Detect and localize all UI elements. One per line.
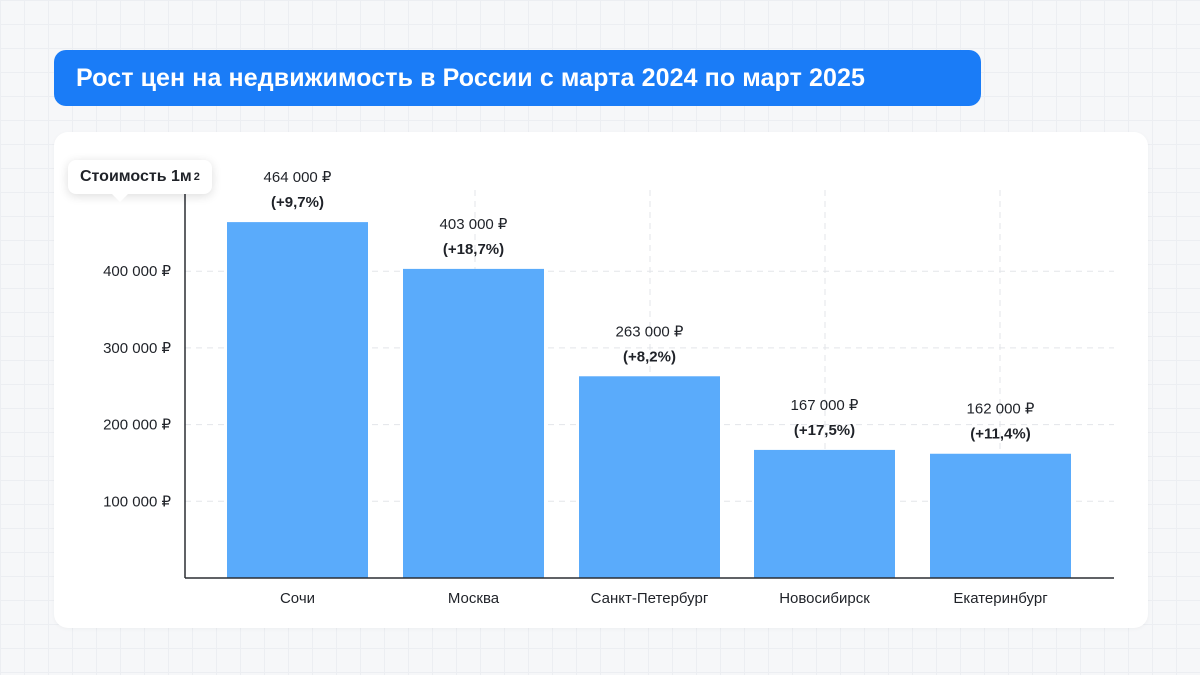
chart-title-banner: Рост цен на недвижимость в России с март… [54,50,981,106]
bar [579,376,720,578]
bar-change-label: (+17,5%) [794,422,855,439]
y-axis-label-superscript: 2 [193,171,200,183]
bar-value-label: 162 000 ₽ [967,401,1035,418]
x-category-label: Екатеринбург [953,590,1048,607]
y-axis-unit-label: Стоимость 1м 2 [68,160,212,202]
x-category-label: Санкт-Петербург [591,590,709,607]
bar [403,268,544,578]
bar-change-label: (+9,7%) [271,194,324,211]
y-tick-label: 300 000 ₽ [103,340,171,357]
bar-change-label: (+11,4%) [970,426,1030,443]
y-axis-label: Стоимость 1м [80,168,192,185]
x-category-label: Новосибирск [779,590,870,607]
bar-value-label: 263 000 ₽ [616,323,684,340]
bar-value-label: 167 000 ₽ [791,397,859,414]
y-tick-label: 100 000 ₽ [103,493,171,510]
y-tick-label: 400 000 ₽ [103,263,171,280]
y-tick-label: 200 000 ₽ [103,417,171,434]
bar-value-label: 464 000 ₽ [264,169,332,186]
bar [930,453,1071,578]
bar-value-label: 403 000 ₽ [440,216,508,233]
bar-change-label: (+18,7%) [443,241,504,258]
x-category-label: Сочи [280,590,315,607]
bar-change-label: (+8,2%) [623,348,676,365]
x-category-label: Москва [448,590,500,607]
bar [227,222,368,578]
bar [754,449,895,578]
chart-title: Рост цен на недвижимость в России с март… [76,63,865,92]
